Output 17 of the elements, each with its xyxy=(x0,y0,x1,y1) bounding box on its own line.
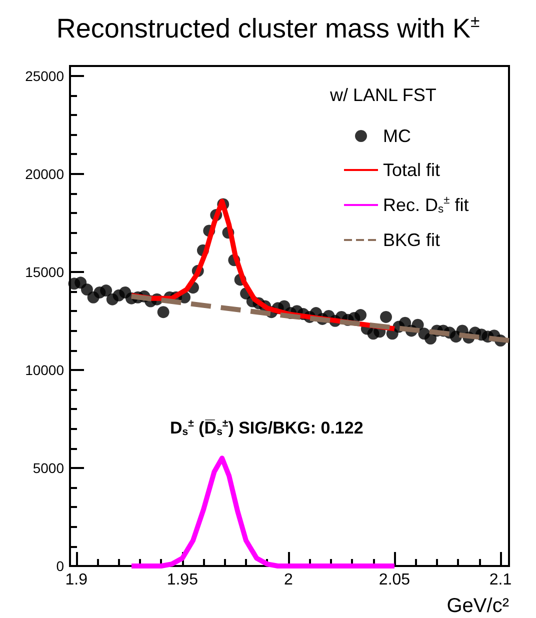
chart-title: Reconstructed cluster mass with K± xyxy=(56,12,480,44)
y-tick-label: 15000 xyxy=(25,264,64,280)
y-tick-label: 5000 xyxy=(32,460,64,476)
legend-label: Total fit xyxy=(383,160,440,180)
x-tick-label: 2 xyxy=(284,572,293,588)
y-tick-label: 0 xyxy=(56,558,64,574)
x-axis-title: GeV/c² xyxy=(446,595,510,617)
x-tick-label: 2.05 xyxy=(378,572,410,588)
y-tick-label: 20000 xyxy=(25,166,64,182)
x-tick-label: 1.9 xyxy=(65,572,88,588)
y-tick-label: 10000 xyxy=(25,362,64,378)
legend-label: BKG fit xyxy=(383,230,440,250)
legend-label: MC xyxy=(383,126,411,146)
legend-title: w/ LANL FST xyxy=(329,85,436,105)
y-tick-label: 25000 xyxy=(25,68,64,84)
x-tick-label: 2.1 xyxy=(489,572,512,588)
x-tick-label: 1.95 xyxy=(166,572,198,588)
